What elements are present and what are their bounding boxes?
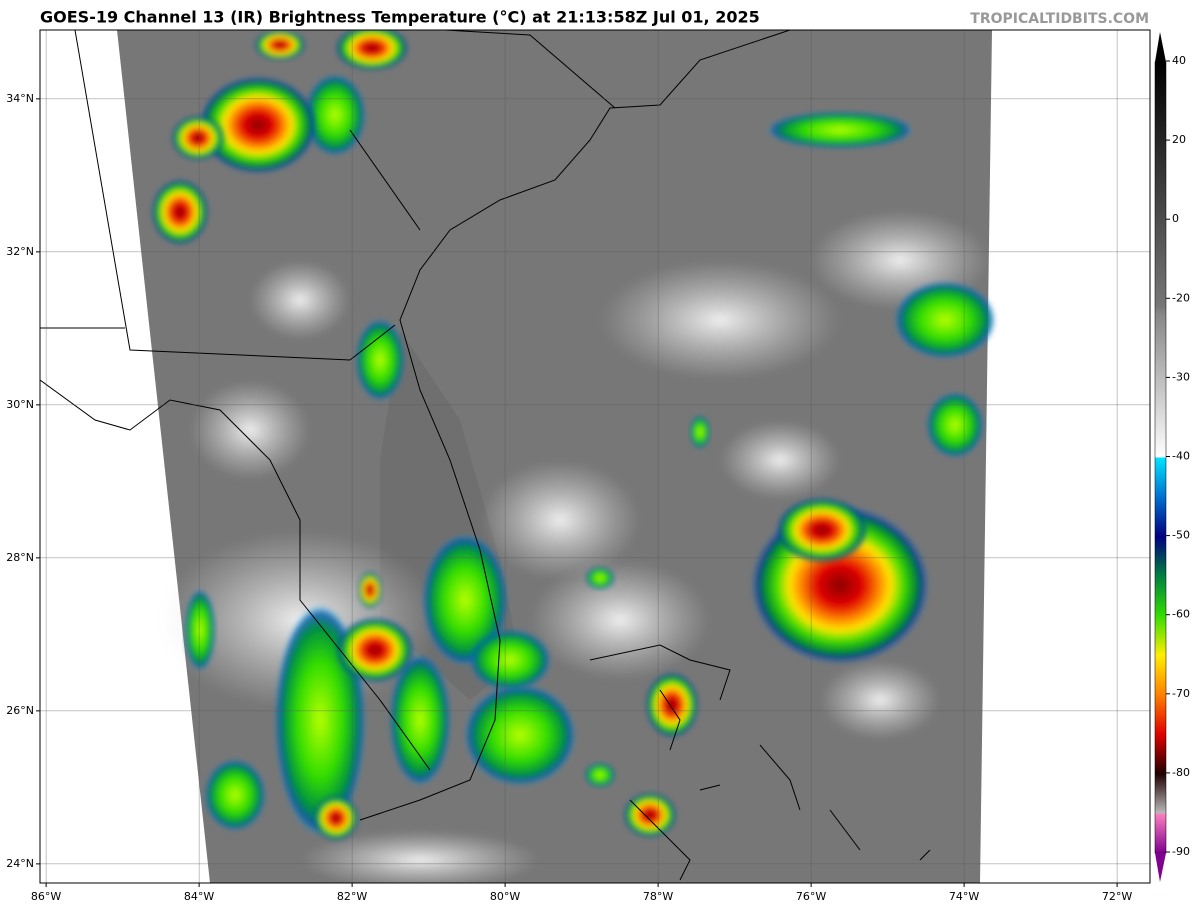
- coastlines: [40, 30, 931, 881]
- cloud: [624, 793, 676, 837]
- cloud: [250, 260, 350, 340]
- cloud: [820, 660, 940, 740]
- lon-tick-label: 74°W: [949, 890, 979, 903]
- cloud: [255, 30, 305, 60]
- lat-tick-label: 28°N: [6, 551, 34, 564]
- cloud: [777, 498, 867, 562]
- watermark: TROPICALTIDBITS.COM: [970, 11, 1149, 27]
- graticule: [40, 30, 1150, 883]
- cloud: [586, 567, 614, 589]
- cloud: [152, 180, 208, 244]
- cloud: [300, 830, 540, 883]
- colorbar-tick-label: -80: [1172, 766, 1190, 779]
- lon-tick-label: 82°W: [337, 890, 367, 903]
- cloud: [314, 796, 358, 840]
- cloud: [190, 380, 310, 480]
- colorbar-ticks: 40 20 0 -20 -30 -40 -50 -60 -70 -80 -90: [1166, 54, 1190, 858]
- cloud: [530, 560, 710, 680]
- cloud: [600, 260, 840, 380]
- colorbar-tick-label: -30: [1172, 370, 1190, 383]
- cloud: [646, 673, 698, 737]
- lon-tick-label: 78°W: [643, 890, 673, 903]
- colorbar-bottom-cap: [1155, 853, 1166, 882]
- colorbar-tick-label: -40: [1172, 450, 1190, 463]
- lon-tick-label: 84°W: [184, 890, 214, 903]
- cloud: [927, 393, 983, 457]
- colorbar: [1154, 61, 1167, 854]
- cloud: [356, 320, 404, 400]
- cloud: [200, 77, 316, 173]
- colorbar-tick-label: -70: [1172, 687, 1190, 700]
- lon-tick-label: 72°W: [1102, 890, 1132, 903]
- cloud: [690, 416, 710, 448]
- colorbar-tick-label: -50: [1172, 529, 1190, 542]
- colorbar-tick-label: -20: [1172, 291, 1190, 304]
- colorbar-tick-label: -60: [1172, 608, 1190, 621]
- cloud: [470, 630, 550, 690]
- lat-tick-label: 30°N: [6, 398, 34, 411]
- colorbar-tick-label: 40: [1172, 54, 1186, 67]
- cloud: [720, 420, 840, 500]
- lon-tick-label: 86°W: [31, 890, 61, 903]
- cloud: [172, 116, 224, 160]
- colorbar-top-cap: [1155, 32, 1166, 62]
- lat-tick-label: 32°N: [6, 245, 34, 258]
- map-frame: [39, 29, 1151, 884]
- map-area: [40, 30, 1150, 883]
- cloud: [337, 618, 413, 682]
- cloud: [305, 75, 365, 155]
- lon-tick-label: 80°W: [490, 890, 520, 903]
- colorbar-tick-label: -90: [1172, 845, 1190, 858]
- lon-tick-label: 76°W: [796, 890, 826, 903]
- colorbar-tick-label: 0: [1172, 212, 1179, 225]
- lat-tick-label: 34°N: [6, 92, 34, 105]
- cloud: [465, 685, 575, 785]
- cloud: [480, 460, 640, 580]
- title: GOES-19 Channel 13 (IR) Brightness Tempe…: [40, 8, 760, 27]
- lat-tick-label: 26°N: [6, 704, 34, 717]
- cloud: [205, 760, 265, 830]
- cloud: [768, 112, 912, 148]
- colorbar-tick-label: 20: [1172, 133, 1186, 146]
- cloud: [358, 572, 382, 608]
- cloud: [585, 763, 615, 787]
- cloud: [390, 655, 450, 785]
- cloud: [423, 535, 507, 665]
- cloud: [185, 590, 215, 670]
- lat-tick-label: 24°N: [6, 857, 34, 870]
- cloud: [895, 282, 995, 358]
- cloud: [336, 30, 408, 70]
